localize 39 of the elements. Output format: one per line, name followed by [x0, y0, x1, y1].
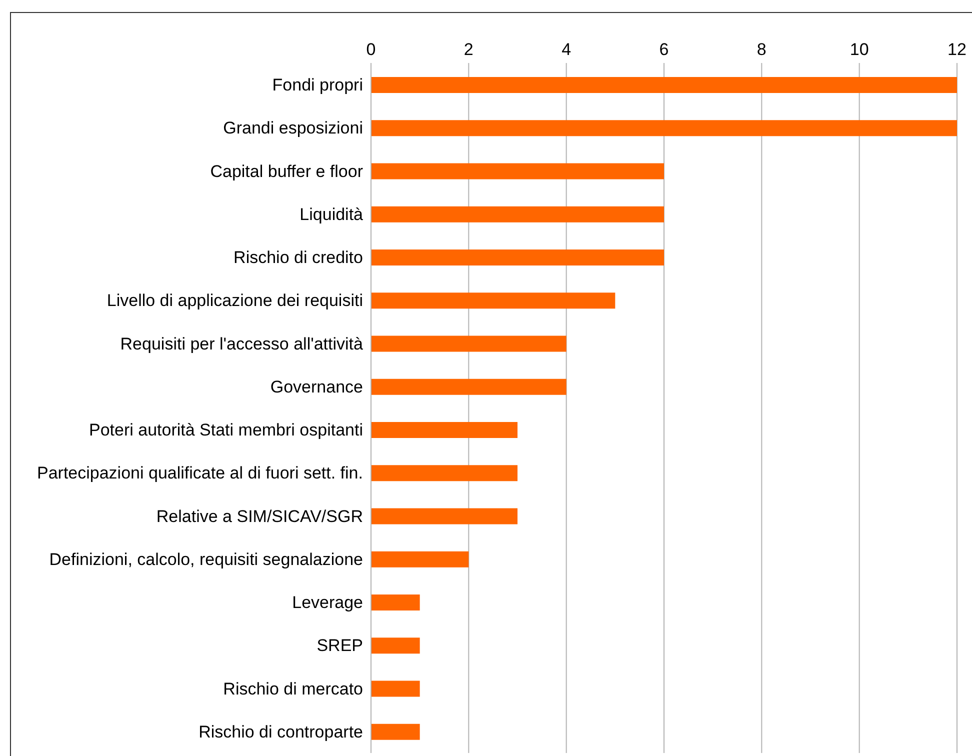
y-tick-label: Poteri autorità Stati membri ospitanti: [88, 420, 363, 440]
x-tick-label: 8: [756, 40, 766, 59]
y-tick-label: Grandi esposizioni: [223, 118, 363, 138]
y-tick-label: Rischio di controparte: [198, 722, 363, 742]
y-tick-label: Governance: [270, 377, 363, 396]
bar: [371, 465, 518, 482]
bar: [371, 163, 664, 180]
y-tick-label: Livello di applicazione dei requisiti: [106, 291, 363, 310]
bar: [371, 378, 566, 395]
y-tick-label: Fondi propri: [272, 76, 363, 95]
bar: [371, 422, 518, 438]
bar: [371, 638, 420, 654]
bar: [371, 551, 469, 568]
y-tick-label: Liquidità: [300, 204, 364, 224]
x-tick-label: 10: [850, 40, 869, 59]
y-tick-label: Capital buffer e floor: [210, 162, 364, 181]
y-tick-label: Definizioni, calcolo, requisiti segnalazione: [49, 550, 363, 569]
bar: [371, 508, 518, 524]
y-tick-label: Relative a SIM/SICAV/SGR: [156, 506, 363, 526]
bar: [371, 594, 420, 610]
bar: [371, 120, 957, 136]
y-tick-label: Leverage: [292, 593, 363, 612]
x-tick-label: 2: [464, 40, 474, 59]
bar: [371, 250, 664, 266]
bar: [371, 206, 664, 222]
y-tick-label: Partecipazioni qualificate al di fuori sett. fin.: [36, 464, 363, 483]
x-tick-label: 0: [366, 40, 376, 59]
bar: [371, 336, 566, 352]
bar: [371, 680, 420, 697]
x-tick-label: 4: [562, 40, 572, 59]
y-tick-label: Rischio di mercato: [223, 679, 363, 698]
bar: [371, 292, 616, 309]
x-tick-label: 6: [659, 40, 669, 59]
y-tick-label: Rischio di credito: [234, 248, 363, 268]
y-tick-label: Requisiti per l'accesso all'attività: [120, 334, 364, 354]
bar: [371, 724, 420, 740]
x-tick-label: 12: [948, 40, 966, 59]
y-tick-label: SREP: [316, 636, 363, 656]
bar: [371, 77, 957, 93]
